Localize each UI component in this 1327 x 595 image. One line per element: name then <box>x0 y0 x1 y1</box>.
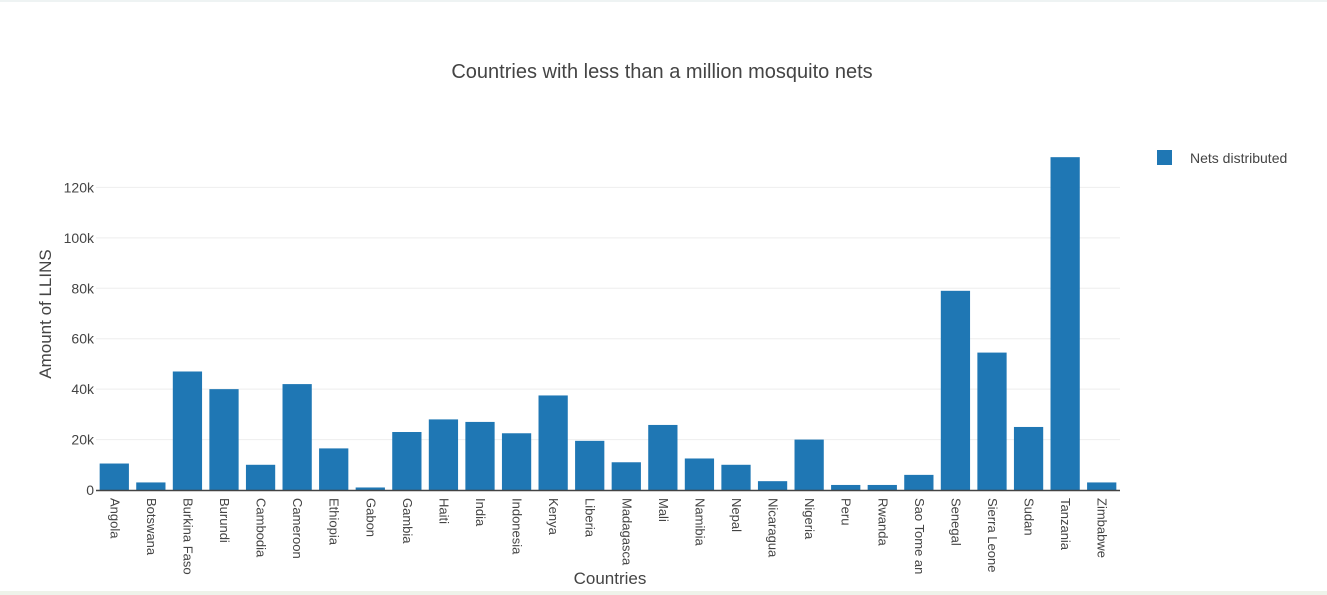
bar-angola[interactable] <box>99 463 129 490</box>
x-tick-label: Botswana <box>144 498 159 556</box>
bottom-border <box>0 591 1327 595</box>
legend[interactable]: Nets distributed <box>1157 150 1287 166</box>
x-tick-label: Madagasca <box>619 498 634 566</box>
bar-haiti[interactable] <box>428 419 459 490</box>
bar-mali[interactable] <box>648 424 678 490</box>
x-tick-label: Sao Tome an <box>912 498 927 574</box>
x-tick-label: Nicaragua <box>766 498 781 558</box>
bar-tanzania[interactable] <box>1050 157 1080 490</box>
x-tick-label: Sudan <box>1022 498 1037 536</box>
x-axis-ticks: Angola Botswana Burkina Faso Burundi Cambodi… <box>107 498 1109 575</box>
bar-gambia[interactable] <box>392 432 422 490</box>
y-axis-title: Amount of LLINS <box>36 249 55 378</box>
x-tick-label: Gabon <box>363 498 378 537</box>
y-tick-label: 0 <box>86 482 94 498</box>
bar-kenya[interactable] <box>538 395 568 490</box>
x-tick-label: Burkina Faso <box>180 498 195 575</box>
x-tick-label: Sierra Leone <box>985 498 1000 572</box>
y-axis-ticks: 0 20k 40k 60k 80k 100k 120k <box>64 179 95 498</box>
chart-title: Countries with less than a million mosqu… <box>451 61 872 83</box>
bar-zimbabwe[interactable] <box>1087 482 1117 490</box>
x-tick-label: Mali <box>656 498 671 522</box>
bar-madagasca[interactable] <box>611 462 641 490</box>
x-tick-label: Liberia <box>583 498 598 538</box>
y-tick-label: 120k <box>64 179 95 195</box>
x-tick-label: Senegal <box>948 498 963 546</box>
x-tick-label: India <box>473 498 488 527</box>
x-tick-label: Ethiopia <box>327 498 342 546</box>
legend-swatch <box>1157 150 1172 165</box>
bar-cambodia[interactable] <box>245 464 276 490</box>
y-tick-label: 40k <box>71 381 95 397</box>
x-tick-label: Haiti <box>436 498 451 524</box>
bar-rwanda[interactable] <box>867 484 897 490</box>
bar-sudan[interactable] <box>1013 426 1044 490</box>
bar-botswana[interactable] <box>136 482 166 490</box>
x-tick-label: Angola <box>107 498 122 539</box>
bar-india[interactable] <box>465 421 495 490</box>
x-axis-title: Countries <box>574 569 647 588</box>
x-tick-label: Nepal <box>729 498 744 532</box>
x-tick-label: Indonesia <box>510 498 525 555</box>
y-tick-label: 20k <box>71 432 95 448</box>
bars[interactable] <box>99 157 1117 490</box>
bar-gabon[interactable] <box>355 487 385 490</box>
x-tick-label: Nigeria <box>802 498 817 540</box>
y-tick-label: 80k <box>71 280 95 296</box>
bar-namibia[interactable] <box>684 458 715 490</box>
bar-nigeria[interactable] <box>794 439 824 490</box>
x-tick-label: Zimbabwe <box>1095 498 1110 558</box>
x-tick-label: Cambodia <box>254 498 269 558</box>
bar-sierra-leone[interactable] <box>977 352 1007 490</box>
bar-liberia[interactable] <box>575 440 605 490</box>
bar-burkina-faso[interactable] <box>172 371 203 490</box>
y-tick-label: 100k <box>64 230 95 246</box>
bar-burundi[interactable] <box>209 389 239 490</box>
x-tick-label: Peru <box>839 498 854 525</box>
bar-peru[interactable] <box>831 484 861 490</box>
x-tick-label: Burundi <box>217 498 232 543</box>
bar-indonesia[interactable] <box>501 433 532 490</box>
x-tick-label: Namibia <box>692 498 707 546</box>
x-tick-label: Rwanda <box>875 498 890 546</box>
bar-nicaragua[interactable] <box>757 481 788 490</box>
x-tick-label: Cameroon <box>290 498 305 559</box>
bar-cameroon[interactable] <box>282 384 312 490</box>
bar-senegal[interactable] <box>940 290 971 490</box>
bar-ethiopia[interactable] <box>319 448 349 490</box>
bar-sao-tome-an[interactable] <box>904 474 934 490</box>
bar-nepal[interactable] <box>721 464 751 490</box>
x-tick-label: Tanzania <box>1058 498 1073 551</box>
x-tick-label: Kenya <box>546 498 561 536</box>
x-tick-label: Gambia <box>400 498 415 544</box>
y-tick-label: 60k <box>71 331 95 347</box>
legend-label: Nets distributed <box>1190 150 1287 166</box>
top-border <box>0 0 1327 2</box>
